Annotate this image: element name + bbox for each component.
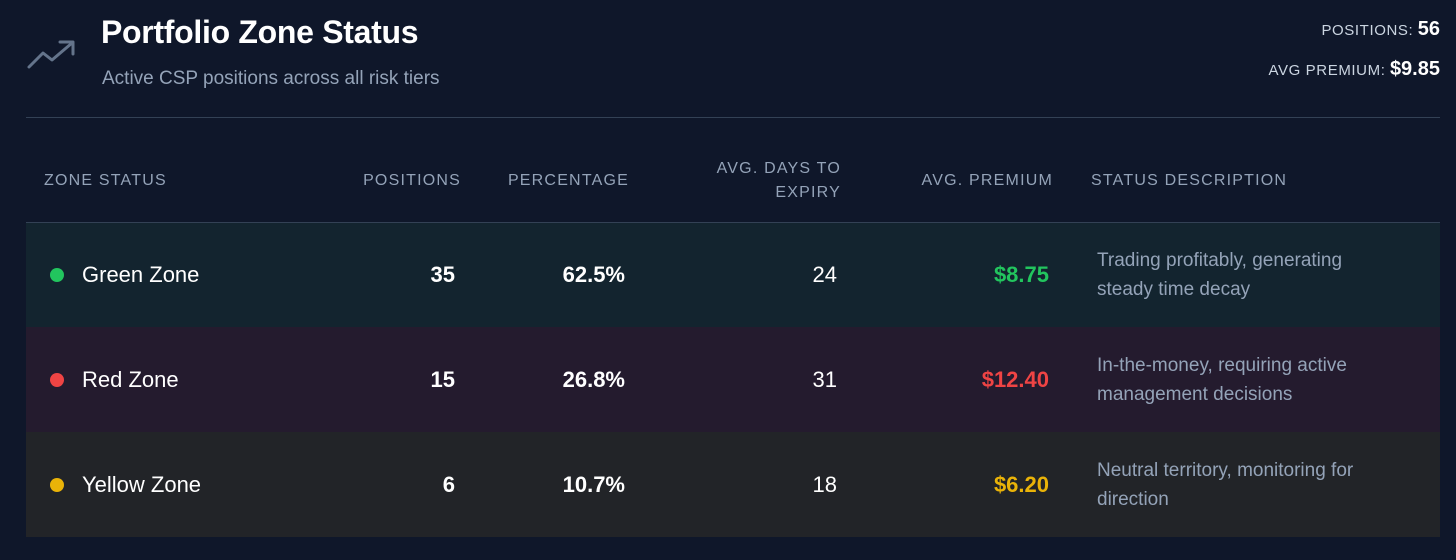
column-header-days-line2: EXPIRY bbox=[775, 183, 841, 201]
days-to-expiry-cell: 31 bbox=[812, 366, 837, 392]
zone-status-table: ZONE STATUS POSITIONS PERCENTAGE AVG. DA… bbox=[26, 140, 1440, 537]
column-header-status-description[interactable]: STATUS DESCRIPTION bbox=[1091, 171, 1288, 189]
column-header-percentage[interactable]: PERCENTAGE bbox=[507, 171, 629, 189]
trending-up-icon bbox=[27, 40, 75, 69]
percentage-cell: 10.7% bbox=[562, 471, 625, 497]
days-to-expiry-cell: 18 bbox=[812, 471, 837, 497]
positions-cell: 6 bbox=[442, 471, 455, 497]
column-header-days-line1: AVG. DAYS TO bbox=[716, 159, 841, 177]
table-row-red-zone[interactable]: Red Zone 15 26.8% 31 $12.40 In-the-money… bbox=[26, 327, 1440, 432]
column-header-zone-status[interactable]: ZONE STATUS bbox=[44, 171, 167, 189]
column-header-avg-days-to-expiry[interactable]: AVG. DAYS TO EXPIRY bbox=[631, 140, 843, 222]
positions-cell: 15 bbox=[430, 366, 455, 392]
status-description-cell: Neutral territory, monitoring for direct… bbox=[1097, 459, 1354, 510]
status-description-cell: In-the-money, requiring active managemen… bbox=[1097, 354, 1347, 405]
positions-cell: 35 bbox=[430, 261, 455, 287]
avg-premium-stat-label: AVG PREMIUM: bbox=[1268, 62, 1386, 79]
column-header-avg-premium[interactable]: AVG. PREMIUM bbox=[921, 171, 1053, 189]
days-to-expiry-cell: 24 bbox=[812, 261, 837, 287]
table-header-row: ZONE STATUS POSITIONS PERCENTAGE AVG. DA… bbox=[26, 140, 1440, 222]
avg-premium-stat-value: $9.85 bbox=[1389, 58, 1440, 80]
positions-stat-label: POSITIONS: bbox=[1321, 22, 1414, 39]
zone-name: Red Zone bbox=[82, 366, 179, 392]
avg-premium-cell: $6.20 bbox=[993, 471, 1049, 497]
positions-stat-value: 56 bbox=[1417, 18, 1440, 40]
column-header-positions[interactable]: POSITIONS bbox=[363, 171, 461, 189]
zone-name: Yellow Zone bbox=[82, 471, 202, 497]
avg-premium-stat: AVG PREMIUM: $9.85 bbox=[1269, 58, 1440, 98]
status-description-cell: Trading profitably, generating steady ti… bbox=[1097, 249, 1343, 300]
percentage-cell: 26.8% bbox=[562, 366, 625, 392]
zone-cell: Green Zone bbox=[26, 222, 326, 327]
summary-stats: POSITIONS: 56 AVG PREMIUM: $9.85 bbox=[1269, 18, 1440, 98]
page-subtitle: Active CSP positions across all risk tie… bbox=[102, 68, 440, 89]
avg-premium-cell: $12.40 bbox=[981, 366, 1049, 392]
red-status-dot-icon bbox=[50, 372, 64, 387]
header-divider bbox=[26, 117, 1440, 118]
percentage-cell: 62.5% bbox=[562, 261, 625, 287]
page-title: Portfolio Zone Status bbox=[101, 14, 419, 50]
positions-stat: POSITIONS: 56 bbox=[1269, 18, 1440, 58]
table-row-yellow-zone[interactable]: Yellow Zone 6 10.7% 18 $6.20 Neutral ter… bbox=[26, 432, 1440, 537]
table-row-green-zone[interactable]: Green Zone 35 62.5% 24 $8.75 Trading pro… bbox=[26, 222, 1440, 327]
zone-name: Green Zone bbox=[82, 261, 200, 287]
zone-cell: Yellow Zone bbox=[26, 432, 326, 537]
green-status-dot-icon bbox=[50, 267, 64, 282]
header: Portfolio Zone Status Active CSP positio… bbox=[0, 0, 1456, 118]
zone-cell: Red Zone bbox=[26, 327, 326, 432]
avg-premium-cell: $8.75 bbox=[993, 261, 1049, 287]
yellow-status-dot-icon bbox=[50, 477, 64, 492]
